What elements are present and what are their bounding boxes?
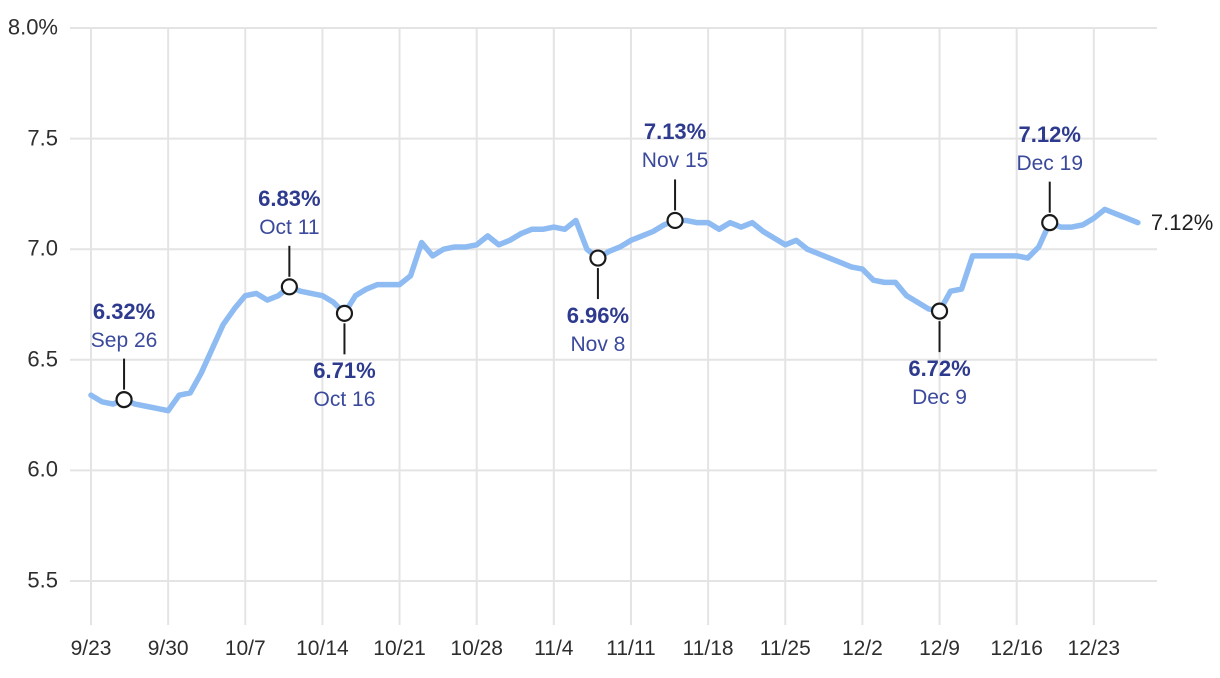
y-axis-tick-label: 6.0 [27, 456, 58, 482]
line-end-value-label: 7.12% [1150, 209, 1214, 235]
annotation-callout: 6.32% Sep 26 [91, 297, 158, 355]
y-axis-tick-label: 7.5 [27, 125, 58, 151]
annotation-value: 6.96% [566, 303, 630, 329]
x-axis-tick-label: 11/18 [682, 637, 734, 660]
rate-line [88, 206, 1141, 414]
annotation-callout: 6.83% Oct 11 [258, 184, 320, 242]
data-point-marker [666, 211, 684, 230]
annotation-value: 6.71% [313, 358, 376, 384]
data-point-marker [335, 304, 354, 322]
annotation-value: 6.32% [92, 298, 156, 324]
annotation-date: Nov 8 [570, 333, 626, 357]
annotation-date: Sep 26 [90, 328, 158, 352]
y-axis-tick-label: 8.0% [7, 14, 58, 40]
annotation-date: Nov 15 [641, 149, 709, 173]
annotation-value: 6.83% [258, 185, 321, 211]
y-axis-tick-label: 6.5 [27, 346, 58, 372]
annotation-value: 7.12% [1018, 121, 1081, 147]
x-axis-tick-label: 12/16 [990, 637, 1043, 660]
annotation-callout: 6.72% Dec 9 [908, 354, 970, 412]
x-axis-tick-label: 11/11 [606, 637, 656, 660]
x-axis-tick-label: 11/4 [534, 637, 574, 660]
data-point-marker [589, 249, 607, 267]
y-axis-tick-label: 5.5 [27, 567, 58, 593]
data-point-marker [930, 302, 949, 320]
data-point-marker [115, 391, 133, 409]
x-axis-tick-label: 9/30 [147, 637, 189, 660]
annotation-callout: 6.71% Oct 16 [313, 356, 375, 414]
annotation-callout: 7.12% Dec 19 [1016, 120, 1083, 178]
x-axis-tick-label: 12/23 [1067, 637, 1121, 660]
x-axis-tick-label: 11/25 [759, 637, 811, 660]
x-axis-tick-label: 9/23 [70, 637, 112, 660]
x-axis-tick-label: 12/2 [841, 637, 883, 660]
x-axis-tick-label: 10/28 [450, 637, 503, 660]
data-point-marker [280, 278, 298, 296]
y-axis-tick-label: 7.0 [27, 235, 58, 261]
x-axis-tick-label: 12/9 [919, 637, 960, 660]
annotation-date: Oct 11 [259, 215, 320, 239]
x-axis-tick-label: 10/21 [373, 637, 426, 660]
annotation-date: Oct 16 [313, 388, 376, 412]
annotation-value: 7.13% [643, 119, 707, 145]
annotation-value: 6.72% [908, 356, 971, 382]
annotation-date: Dec 19 [1016, 151, 1084, 175]
annotation-callout: 7.13% Nov 15 [642, 117, 709, 175]
x-axis-tick-label: 10/14 [296, 637, 349, 660]
x-axis-tick-label: 10/7 [224, 637, 266, 660]
annotation-date: Dec 9 [912, 386, 967, 410]
data-point-marker [1041, 214, 1059, 232]
annotation-callout: 6.96% Nov 8 [567, 301, 629, 359]
